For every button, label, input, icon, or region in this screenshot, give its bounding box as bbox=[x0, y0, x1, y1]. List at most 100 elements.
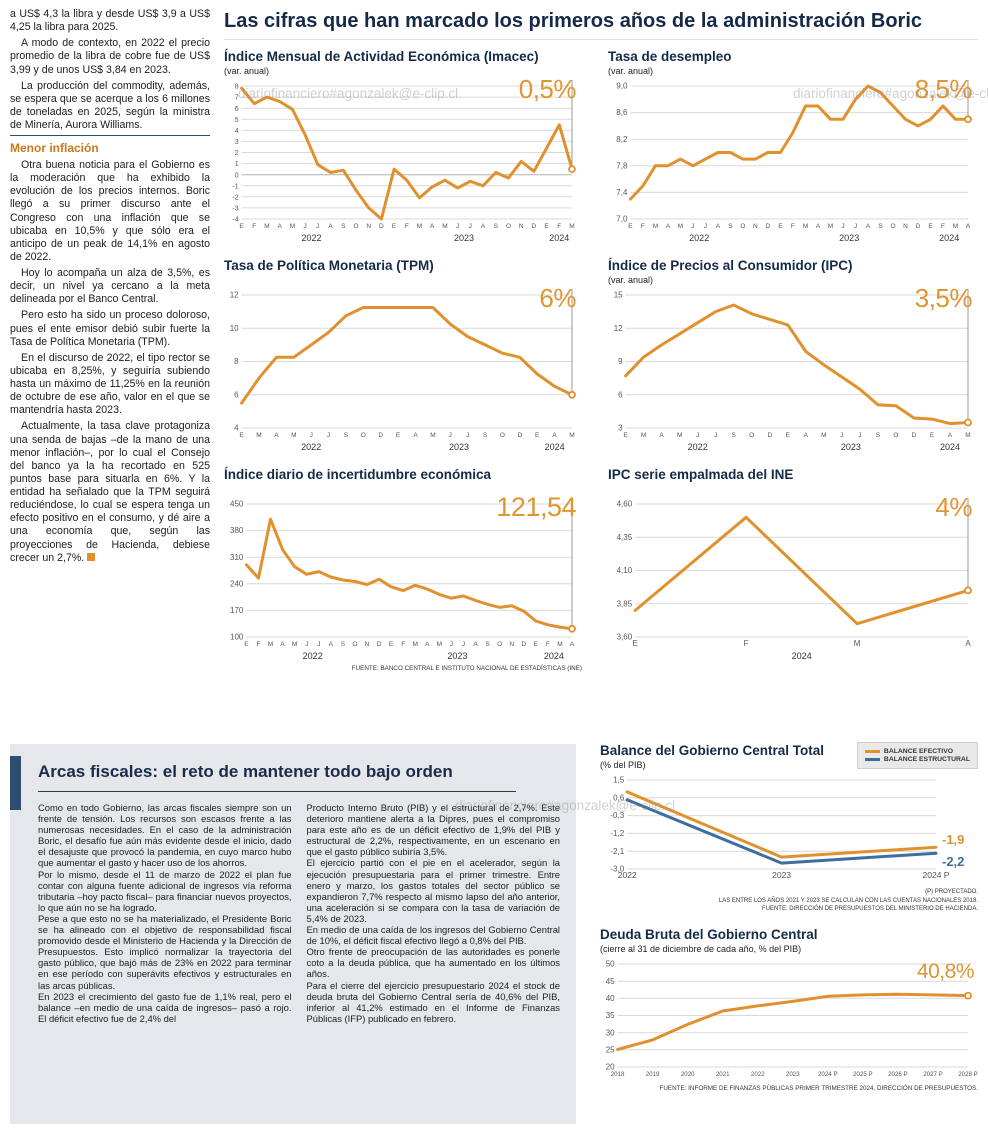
chart-note: LAS ENTRE LOS AÑOS 2021 Y 2023 SE CALCUL… bbox=[718, 897, 978, 904]
svg-text:E: E bbox=[628, 223, 633, 230]
svg-text:2024: 2024 bbox=[939, 233, 959, 243]
svg-text:-3,0: -3,0 bbox=[610, 864, 624, 873]
deuda-line-chart: 50 45 40 35 30 25 20 2018 2019 2020 2021 2022 2023 20… bbox=[600, 956, 978, 1084]
article-paragraph: La producción del commodity, además, se … bbox=[10, 79, 210, 131]
svg-text:A: A bbox=[274, 432, 279, 439]
svg-text:3,60: 3,60 bbox=[617, 632, 633, 641]
chart-card-deuda: Deuda Bruta del Gobierno Central (cierre… bbox=[600, 926, 978, 1092]
chart-big-value: 121,54 bbox=[496, 491, 576, 522]
chart-big-value: 8,5% bbox=[914, 74, 973, 104]
legend-label: BALANCE EFECTIVO bbox=[883, 747, 954, 755]
fiscal-paragraph: En medio de una caída de los ingresos de… bbox=[306, 924, 561, 947]
fiscal-paragraph: El ejercicio partió con el pie en el ace… bbox=[306, 857, 561, 924]
svg-text:30: 30 bbox=[606, 1028, 615, 1037]
svg-text:2023: 2023 bbox=[772, 870, 791, 880]
svg-text:2022: 2022 bbox=[689, 233, 709, 243]
fiscal-paragraph: En 2023 el crecimiento del gasto fue de … bbox=[38, 990, 292, 1024]
svg-text:J: J bbox=[469, 223, 472, 230]
svg-text:2022: 2022 bbox=[301, 233, 321, 243]
svg-text:E: E bbox=[392, 223, 397, 230]
svg-text:J: J bbox=[854, 223, 857, 230]
charts-section: Las cifras que han marcado los primeros … bbox=[224, 8, 978, 672]
svg-text:6: 6 bbox=[618, 390, 623, 399]
svg-text:2028 P: 2028 P bbox=[958, 1071, 978, 1078]
svg-text:12: 12 bbox=[614, 324, 623, 333]
svg-text:M: M bbox=[291, 432, 296, 439]
svg-text:E: E bbox=[396, 432, 401, 439]
chart-source: FUENTE: BANCO CENTRAL E INSTITUTO NACION… bbox=[351, 664, 582, 672]
svg-text:170: 170 bbox=[230, 606, 244, 615]
chart-title: Tasa de Política Monetaria (TPM) bbox=[224, 257, 434, 273]
svg-text:2023: 2023 bbox=[447, 651, 467, 661]
svg-text:-4: -4 bbox=[232, 216, 238, 223]
svg-text:E: E bbox=[786, 432, 791, 439]
top-section: a US$ 4,3 la libra y desde US$ 3,9 a US$… bbox=[10, 8, 978, 672]
svg-text:A: A bbox=[965, 639, 971, 648]
svg-text:M: M bbox=[442, 223, 447, 230]
chart-title: Balance del Gobierno Central Total bbox=[600, 743, 825, 758]
svg-text:S: S bbox=[485, 641, 490, 648]
svg-text:J: J bbox=[305, 641, 308, 648]
svg-text:4,60: 4,60 bbox=[617, 499, 633, 508]
chart-card-balance: Balance del Gobierno Central Total BALAN… bbox=[600, 742, 978, 914]
svg-text:8: 8 bbox=[234, 357, 239, 366]
article-column: a US$ 4,3 la libra y desde US$ 3,9 a US$… bbox=[10, 8, 210, 672]
svg-text:9,0: 9,0 bbox=[616, 81, 628, 90]
chart-card-incertidumbre: Índice diario de incertidumbre económica… bbox=[224, 467, 582, 672]
svg-text:3: 3 bbox=[618, 423, 623, 432]
svg-text:2018: 2018 bbox=[611, 1071, 625, 1078]
legend-entry-estructural: BALANCE ESTRUCTURAL bbox=[864, 756, 970, 763]
svg-text:2024: 2024 bbox=[940, 442, 960, 452]
svg-text:D: D bbox=[379, 223, 384, 230]
svg-text:25: 25 bbox=[606, 1045, 615, 1054]
chart-big-value: 6% bbox=[539, 282, 576, 313]
svg-text:E: E bbox=[535, 432, 540, 439]
svg-text:M: M bbox=[821, 432, 826, 439]
svg-text:M: M bbox=[430, 432, 435, 439]
article-paragraph: a US$ 4,3 la libra y desde US$ 3,9 a US$… bbox=[10, 8, 210, 34]
chart-subtitle: (% del PIB) bbox=[600, 759, 646, 770]
svg-text:12: 12 bbox=[230, 290, 239, 299]
svg-text:40: 40 bbox=[606, 994, 615, 1003]
svg-text:A: A bbox=[280, 641, 285, 648]
svg-text:M: M bbox=[437, 641, 442, 648]
svg-text:J: J bbox=[858, 432, 861, 439]
svg-text:F: F bbox=[257, 641, 261, 648]
svg-text:-1,9: -1,9 bbox=[942, 832, 964, 847]
svg-text:M: M bbox=[264, 223, 269, 230]
svg-text:A: A bbox=[278, 223, 283, 230]
svg-text:A: A bbox=[430, 223, 435, 230]
svg-text:4,10: 4,10 bbox=[617, 566, 633, 575]
svg-text:E: E bbox=[623, 432, 628, 439]
svg-text:A: A bbox=[804, 432, 809, 439]
svg-text:2023: 2023 bbox=[454, 233, 474, 243]
svg-text:F: F bbox=[641, 223, 645, 230]
svg-text:M: M bbox=[828, 223, 833, 230]
svg-text:7: 7 bbox=[235, 95, 239, 102]
chart-card-tpm: Tasa de Política Monetaria (TPM) 6% 12 10… bbox=[224, 257, 582, 455]
svg-text:J: J bbox=[456, 223, 459, 230]
svg-text:310: 310 bbox=[230, 552, 244, 561]
chart-source: FUENTE: INFORME DE FINANZAS PÚBLICAS PRI… bbox=[659, 1084, 978, 1092]
svg-text:A: A bbox=[329, 641, 334, 648]
legend-swatch-efectivo bbox=[864, 749, 880, 753]
svg-text:35: 35 bbox=[606, 1011, 615, 1020]
chart-title: Deuda Bruta del Gobierno Central bbox=[600, 926, 818, 942]
svg-text:M: M bbox=[653, 223, 658, 230]
fiscal-columns: Como en todo Gobierno, las arcas fiscale… bbox=[10, 802, 576, 1024]
svg-text:S: S bbox=[341, 641, 346, 648]
svg-text:M: M bbox=[290, 223, 295, 230]
svg-text:8,6: 8,6 bbox=[616, 108, 628, 117]
tpm-line-chart: 12 10 8 6 4 E M A M J J S O D E A M J J S O D E A M 2022 2023 2024 bbox=[224, 287, 582, 455]
svg-text:2022: 2022 bbox=[301, 442, 321, 452]
legend-entry-efectivo: BALANCE EFECTIVO bbox=[864, 747, 970, 755]
svg-text:M: M bbox=[569, 223, 574, 230]
svg-text:A: A bbox=[425, 641, 430, 648]
chart-big-value: 0,5% bbox=[518, 74, 577, 104]
svg-text:2025 P: 2025 P bbox=[853, 1071, 873, 1078]
svg-text:S: S bbox=[483, 432, 488, 439]
fiscal-paragraph: Producto Interno Bruto (PIB) y el estruc… bbox=[306, 802, 561, 858]
svg-text:A: A bbox=[948, 432, 953, 439]
svg-text:A: A bbox=[866, 223, 871, 230]
svg-text:O: O bbox=[361, 432, 366, 439]
